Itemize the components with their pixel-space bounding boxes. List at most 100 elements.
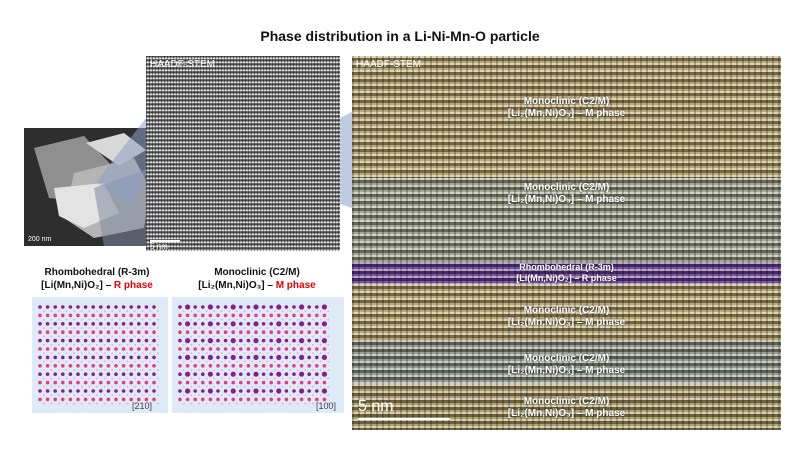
oxygen-atom	[319, 385, 322, 388]
atom	[315, 347, 319, 351]
oxygen-atom	[103, 343, 106, 346]
atom	[106, 305, 111, 309]
atom	[106, 313, 111, 318]
atom	[185, 347, 190, 351]
oxygen-atom	[319, 335, 322, 338]
atom	[91, 313, 95, 318]
oxygen-atom	[58, 327, 60, 329]
oxygen-atom	[198, 360, 200, 363]
atom	[239, 313, 243, 318]
oxygen-atom	[182, 327, 185, 329]
atom	[68, 372, 73, 376]
oxygen-atom	[312, 385, 314, 388]
oxygen-atom	[111, 343, 114, 346]
r-phase-tag: R phase	[113, 280, 153, 291]
oxygen-atom	[258, 369, 261, 371]
atom	[315, 355, 319, 360]
atom	[129, 330, 133, 334]
atom	[201, 364, 205, 368]
atom	[207, 304, 213, 310]
atom	[178, 305, 182, 309]
oxygen-atom	[50, 318, 53, 321]
atom	[322, 313, 327, 318]
oxygen-atom	[182, 318, 185, 321]
atom	[137, 389, 141, 393]
atom	[45, 338, 50, 343]
oxygen-atom	[141, 310, 144, 313]
atom	[38, 372, 42, 376]
atom	[231, 364, 235, 368]
oxygen-atom	[228, 343, 231, 346]
atom	[239, 380, 243, 385]
atom	[216, 389, 220, 393]
oxygen-atom	[312, 360, 314, 363]
oxygen-atom	[220, 377, 223, 380]
oxygen-atom	[327, 327, 330, 329]
oxygen-atom	[141, 327, 144, 329]
atom	[45, 330, 50, 334]
oxygen-atom	[182, 310, 185, 313]
atom	[144, 364, 149, 368]
oxygen-atom	[281, 310, 284, 313]
atom	[246, 305, 251, 309]
oxygen-atom	[156, 327, 159, 329]
atom	[277, 380, 281, 385]
oxygen-atom	[266, 335, 269, 338]
atom	[284, 355, 289, 360]
oxygen-atom	[251, 327, 254, 329]
oxygen-atom	[126, 360, 129, 363]
phase-label-m1: Monoclinic (C2/M) [Li₂(Mn,Ni)O₃] – M pha…	[507, 96, 626, 119]
right-scale-label: 5 nm	[358, 398, 394, 415]
atom	[239, 372, 243, 376]
atom	[121, 355, 126, 360]
oxygen-atom	[198, 369, 200, 371]
atom	[307, 397, 311, 402]
atom	[91, 322, 95, 326]
oxygen-atom	[274, 352, 276, 355]
atom	[91, 347, 95, 351]
atom	[269, 330, 273, 334]
atom	[292, 364, 296, 368]
atom	[129, 305, 133, 309]
oxygen-atom	[58, 369, 60, 371]
oxygen-atom	[73, 343, 76, 346]
oxygen-atom	[126, 327, 129, 329]
oxygen-atom	[289, 360, 292, 363]
oxygen-atom	[304, 318, 307, 321]
oxygen-atom	[42, 402, 45, 405]
atom	[83, 380, 88, 385]
atom	[276, 304, 282, 310]
oxygen-atom	[149, 360, 152, 363]
oxygen-atom	[42, 343, 45, 346]
atom	[216, 347, 220, 351]
oxygen-atom	[319, 360, 322, 363]
oxygen-atom	[134, 343, 136, 346]
oxygen-atom	[103, 385, 106, 388]
oxygen-atom	[205, 327, 208, 329]
atom	[114, 397, 118, 402]
atom	[292, 372, 296, 376]
atom	[99, 322, 103, 326]
atom	[223, 397, 228, 402]
oxygen-atom	[319, 310, 322, 313]
atom	[292, 389, 296, 393]
atom	[239, 347, 243, 351]
atom	[277, 397, 281, 402]
oxygen-atom	[304, 335, 307, 338]
oxygen-atom	[289, 369, 292, 371]
atom	[246, 380, 251, 385]
oxygen-atom	[327, 394, 330, 397]
atom	[76, 338, 80, 343]
atom	[61, 313, 65, 318]
atom	[193, 347, 197, 351]
rhombohedral-structure-model: [210]	[32, 297, 168, 413]
oxygen-atom	[228, 377, 231, 380]
atom	[299, 380, 304, 385]
oxygen-atom	[80, 318, 83, 321]
oxygen-atom	[182, 377, 185, 380]
atom	[144, 355, 149, 360]
atom	[193, 372, 197, 376]
oxygen-atom	[88, 352, 91, 355]
oxygen-atom	[228, 402, 231, 405]
oxygen-atom	[213, 360, 216, 363]
